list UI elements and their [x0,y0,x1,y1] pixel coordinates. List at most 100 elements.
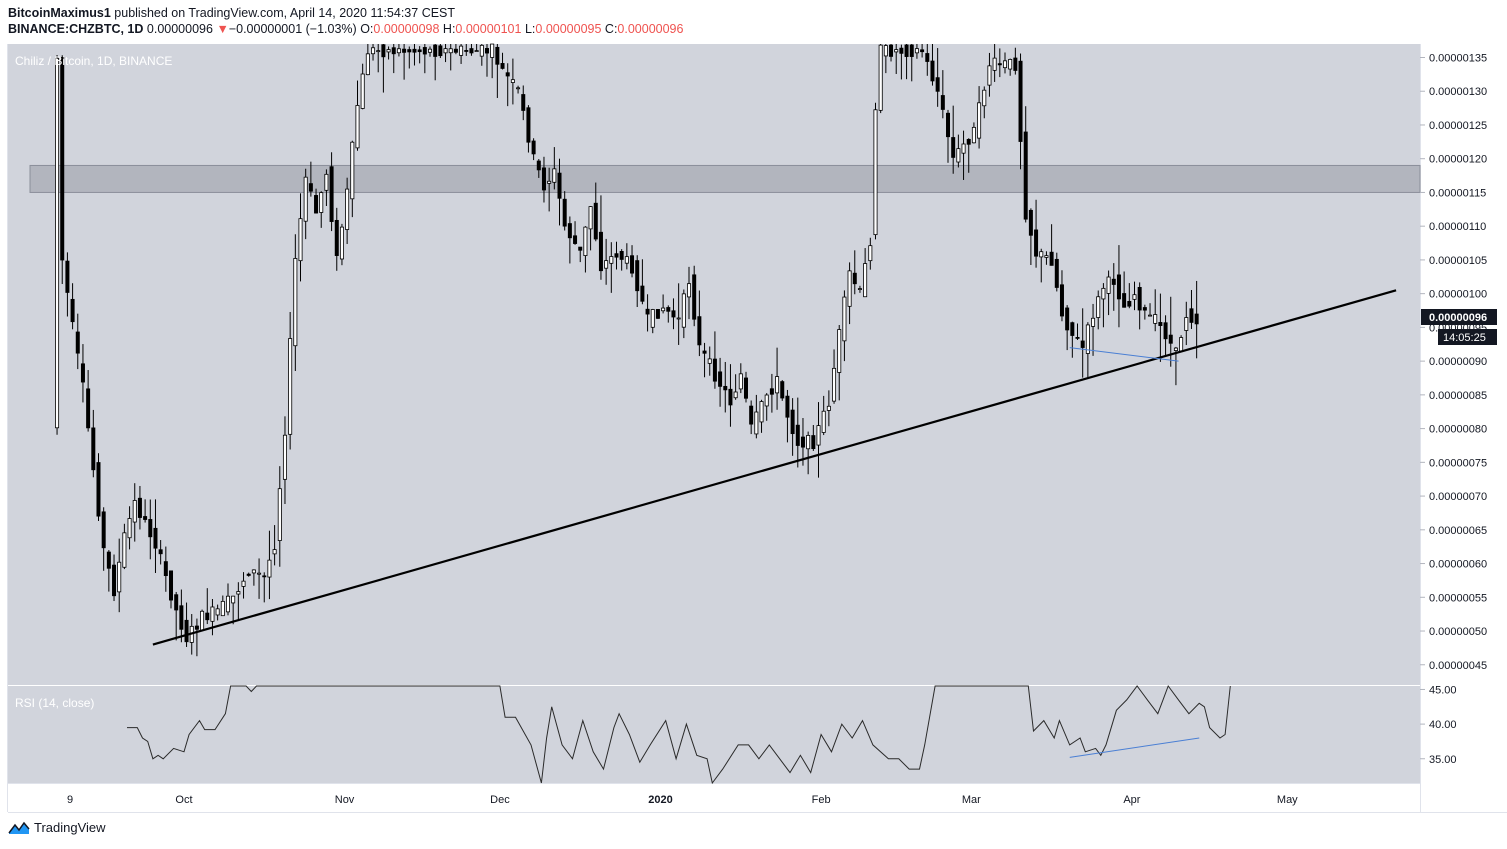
candle-body [360,73,365,109]
countdown-tag-bg [1438,329,1497,345]
price-tick-label: 0.00000090 [1429,356,1487,368]
candle-body [101,511,106,549]
candle-body [712,358,717,382]
rsi-divergence-line[interactable] [1069,737,1200,758]
price-tick-label: 0.00000060 [1429,559,1487,571]
price-divergence-line[interactable] [1069,347,1179,362]
candle-body [738,373,743,390]
price-tick-label: 0.00000110 [1429,221,1486,233]
candle-body [1153,314,1158,324]
resistance-zone[interactable] [29,164,1421,193]
candle-body [547,180,552,184]
candle-body [930,60,935,82]
candle-body [946,112,951,138]
publish-info: BitcoinMaximus1 published on TradingView… [8,5,455,22]
candle-body [282,434,287,480]
candle-body [1080,340,1085,348]
candle-body [231,595,236,604]
candle-body [251,569,256,574]
candle-body [557,172,562,199]
price-tick-label: 0.00000115 [1429,187,1486,199]
candle-body [894,49,899,53]
countdown-label: 14:05:25 [1443,332,1486,344]
candle-body [1179,337,1184,352]
price-tick-label: 0.00000055 [1429,592,1487,604]
candle-body [205,612,210,621]
time-tick-label: Dec [490,794,510,806]
time-axis-labels: 9 Oct Nov Dec 2020 Feb Mar Apr May [67,794,1298,806]
candle-body [780,381,785,399]
candle-body [1018,60,1023,142]
candle-body [1028,209,1033,236]
open-value: 0.00000098 [373,22,440,36]
candle-body [1065,307,1070,331]
candle-body [749,405,754,425]
candle-body [91,427,96,471]
last-price: 0.00000096 [146,22,213,36]
candle-body [438,45,443,57]
candle-body [1008,59,1013,70]
price-tick-label: 0.00000130 [1429,86,1487,98]
candle-body [241,580,246,587]
candle-body [80,363,85,383]
candle-body [593,202,598,240]
candle-body [127,518,132,539]
candle-body [754,411,759,435]
candle-body [578,246,583,251]
candle-body [619,251,624,260]
candle-body [702,350,707,354]
candle-body [381,44,386,58]
candle-body [863,263,868,298]
candle-body [868,245,873,262]
candle-body [1158,322,1163,326]
candle-body [324,173,329,191]
candle-body [225,595,230,613]
published-text: published on TradingView.com, April 14, … [114,6,456,20]
candle-body [516,87,521,90]
candle-body [257,572,262,575]
candle-body [60,57,65,261]
candle-body [417,49,422,53]
candle-body [842,296,847,342]
rsi-title: RSI (14, close) [15,696,94,710]
candle-body [1184,317,1189,331]
low-label: L: [524,22,536,36]
rsi-pane-bg [8,686,1420,783]
price-tick-label: 0.00000070 [1429,491,1487,503]
price-axis-labels: 0.00000135 0.00000130 0.00000125 0.00000120… [1420,52,1487,672]
candle-body [977,102,982,139]
candle-body [614,253,619,258]
close-value: 0.00000096 [617,22,684,36]
candle-body [1049,251,1054,266]
candle-body [966,138,971,145]
close-label: C: [604,22,618,36]
candle-body [1148,314,1153,317]
candle-body [650,309,655,328]
time-tick-label: 2020 [648,794,672,806]
candle-body [334,219,339,256]
candle-body [826,405,831,411]
price-tick-label: 0.00000120 [1429,154,1487,166]
candle-body [971,126,976,144]
candle-body [635,260,640,292]
candle-body [391,47,396,55]
support-trendline[interactable] [152,289,1397,646]
candle-body [505,72,510,77]
candle-body [386,49,391,53]
candle-body [800,436,805,448]
candle-body [303,176,308,222]
candle-body [961,143,966,154]
time-tick-label: Mar [962,794,981,806]
rsi-tick-label: 35.00 [1429,754,1457,766]
candle-body [541,167,546,191]
time-tick-label: Nov [335,794,355,806]
price-change: −0.00000001 (−1.03%) [228,22,357,36]
candle-body [510,79,515,83]
candle-body [531,140,536,155]
candle-body [319,192,324,213]
candle-body [645,308,650,315]
candle-body [743,377,748,399]
author-name[interactable]: BitcoinMaximus1 [8,6,111,20]
tradingview-footer[interactable]: TradingView [8,820,106,835]
